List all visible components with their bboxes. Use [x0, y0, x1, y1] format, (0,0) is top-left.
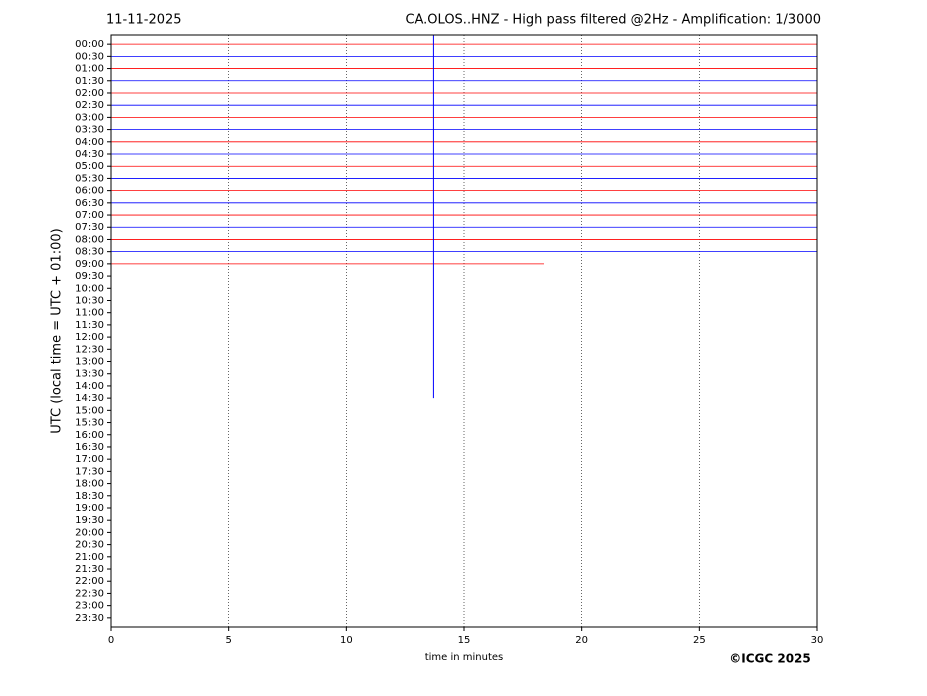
copyright: ©ICGC 2025	[729, 652, 811, 666]
plot-frame	[110, 34, 818, 628]
y-tick-label: 05:00	[75, 161, 104, 172]
y-tick-label: 03:00	[75, 112, 104, 123]
y-tick-label: 03:30	[75, 125, 104, 136]
y-tick-label: 11:00	[75, 308, 104, 319]
y-tick-label: 11:30	[75, 320, 104, 331]
x-axis-label: time in minutes	[425, 652, 504, 663]
y-tick-label: 23:00	[75, 601, 104, 612]
y-tick-label: 01:30	[75, 76, 104, 87]
y-tick-label: 19:30	[75, 515, 104, 526]
y-tick-label: 22:00	[75, 576, 104, 587]
y-tick-label: 16:00	[75, 430, 104, 441]
y-tick-label: 15:30	[75, 418, 104, 429]
x-tick-label: 10	[340, 635, 353, 646]
y-tick-label: 16:30	[75, 442, 104, 453]
y-tick-label: 21:00	[75, 552, 104, 563]
y-tick-label: 10:00	[75, 283, 104, 294]
y-tick-label: 09:30	[75, 271, 104, 282]
y-tick-label: 19:00	[75, 503, 104, 514]
y-tick-label: 08:00	[75, 234, 104, 245]
x-tick-label: 20	[575, 635, 588, 646]
y-axis-label: UTC (local time = UTC + 01:00)	[50, 228, 65, 433]
y-tick-label: 04:30	[75, 149, 104, 160]
y-tick-label: 09:00	[75, 259, 104, 270]
y-tick-label: 15:00	[75, 405, 104, 416]
y-tick-label: 18:30	[75, 491, 104, 502]
y-tick-label: 17:30	[75, 466, 104, 477]
y-tick-label: 14:30	[75, 393, 104, 404]
y-tick-label: 02:30	[75, 100, 104, 111]
y-tick-label: 12:00	[75, 332, 104, 343]
y-tick-label: 00:30	[75, 51, 104, 62]
y-tick-label: 12:30	[75, 344, 104, 355]
y-tick-label: 00:00	[75, 39, 104, 50]
y-tick-label: 06:30	[75, 198, 104, 209]
y-tick-label: 07:30	[75, 222, 104, 233]
x-tick-label: 0	[108, 635, 114, 646]
y-tick-label: 21:30	[75, 564, 104, 575]
y-tick-label: 17:00	[75, 454, 104, 465]
y-tick-label: 06:00	[75, 186, 104, 197]
y-tick-label: 20:00	[75, 527, 104, 538]
x-tick-label: 25	[693, 635, 706, 646]
y-tick-label: 23:30	[75, 613, 104, 624]
y-tick-label: 13:30	[75, 369, 104, 380]
y-tick-label: 02:00	[75, 88, 104, 99]
x-tick-label: 5	[225, 635, 231, 646]
chart-date: 11-11-2025	[106, 13, 182, 28]
x-tick-label: 15	[458, 635, 471, 646]
y-tick-label: 14:00	[75, 381, 104, 392]
y-tick-label: 10:30	[75, 295, 104, 306]
chart-title: CA.OLOS..HNZ - High pass filtered @2Hz -…	[405, 13, 821, 28]
y-tick-label: 22:30	[75, 588, 104, 599]
y-tick-label: 05:30	[75, 173, 104, 184]
y-tick-label: 20:30	[75, 540, 104, 551]
y-tick-label: 13:00	[75, 357, 104, 368]
y-tick-label: 07:00	[75, 210, 104, 221]
y-tick-label: 04:00	[75, 137, 104, 148]
y-tick-label: 01:00	[75, 64, 104, 75]
y-tick-label: 18:00	[75, 479, 104, 490]
y-tick-label: 08:30	[75, 247, 104, 258]
x-tick-label: 30	[811, 635, 824, 646]
